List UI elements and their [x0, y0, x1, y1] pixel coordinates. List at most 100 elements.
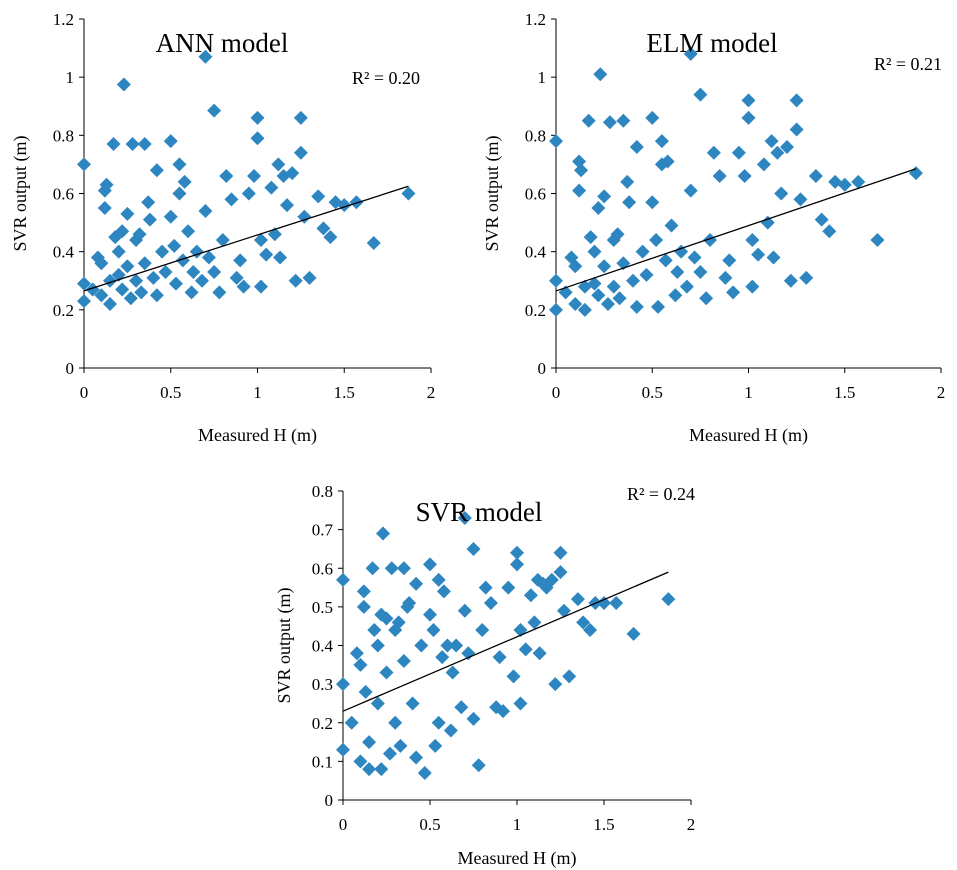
y-tick-label: 0.4	[312, 637, 334, 656]
data-point	[129, 273, 144, 288]
data-point	[654, 134, 669, 149]
data-point	[431, 715, 446, 730]
y-tick-label: 0.6	[525, 185, 546, 204]
data-point	[687, 250, 702, 265]
data-point	[353, 657, 368, 672]
x-tick-label: 1	[744, 383, 753, 402]
data-point	[760, 215, 775, 230]
data-point	[492, 650, 507, 665]
x-axis-title: Measured H (m)	[458, 848, 577, 869]
data-point	[194, 273, 209, 288]
data-point	[568, 297, 583, 312]
chart-title: SVR model	[416, 497, 543, 527]
data-point	[316, 221, 331, 236]
data-point	[401, 186, 416, 201]
data-point	[837, 177, 852, 192]
data-point	[518, 642, 533, 657]
r-squared-label: R² = 0.20	[352, 68, 420, 88]
data-point	[649, 233, 664, 248]
data-point	[756, 157, 771, 172]
y-tick-label: 0.7	[312, 521, 334, 540]
data-point	[683, 46, 698, 61]
trendline	[555, 168, 917, 292]
data-point	[699, 291, 714, 306]
data-point	[271, 157, 286, 172]
data-point	[597, 596, 611, 611]
data-point	[85, 282, 100, 297]
x-tick-label: 0	[552, 383, 561, 402]
data-point	[449, 638, 464, 653]
data-point	[233, 253, 248, 268]
data-point	[602, 115, 617, 130]
data-point	[475, 623, 490, 638]
data-point	[658, 253, 673, 268]
data-point	[163, 209, 178, 224]
y-tick-label: 1.2	[525, 10, 546, 29]
data-point	[609, 596, 624, 611]
data-point	[382, 746, 397, 761]
data-point	[396, 653, 411, 668]
data-point	[374, 762, 389, 777]
data-point	[693, 265, 708, 280]
r-squared-label: R² = 0.24	[627, 484, 695, 504]
chart-elm: 0 0.2 0.4 0.6 0.8 1 1.2 0 0.5 1 1.5 2 ELM model R² = …	[482, 10, 945, 446]
data-point	[393, 738, 408, 753]
data-point	[466, 711, 481, 726]
data-point	[908, 166, 923, 181]
data-point	[556, 603, 571, 618]
y-tick-label: 0.6	[312, 559, 333, 578]
data-point	[384, 561, 399, 576]
data-point	[766, 250, 781, 265]
data-point	[236, 279, 251, 294]
data-point	[423, 607, 437, 622]
data-point	[780, 139, 794, 154]
data-point	[362, 735, 377, 750]
data-point	[120, 259, 135, 274]
data-point	[722, 253, 737, 268]
data-point	[279, 198, 294, 213]
data-point	[229, 270, 244, 285]
data-point	[198, 49, 213, 64]
data-point	[167, 238, 182, 253]
data-point	[370, 696, 385, 711]
data-point	[620, 174, 635, 189]
data-point	[259, 247, 274, 262]
data-point	[163, 134, 178, 149]
data-point	[247, 169, 262, 184]
data-point	[574, 163, 589, 178]
data-point	[513, 696, 528, 711]
data-point	[111, 244, 126, 259]
data-point	[664, 218, 679, 233]
data-point	[94, 256, 109, 271]
data-point	[587, 244, 602, 259]
data-point	[115, 224, 130, 239]
data-point	[645, 195, 660, 210]
data-point	[770, 145, 785, 160]
trendline	[83, 185, 409, 292]
chart-ann: 0 0.2 0.4 0.6 0.8 1 1.2 0 0.5 1 1.5 2 ANN model R² = …	[10, 10, 435, 446]
data-point	[356, 584, 371, 599]
data-point	[436, 584, 451, 599]
y-axis-title: SVR output (m)	[482, 135, 503, 251]
data-point	[577, 302, 592, 317]
data-point	[591, 201, 606, 216]
data-point	[297, 209, 312, 224]
y-tick-label: 0.4	[525, 243, 547, 262]
y-tick-label: 0.4	[53, 243, 75, 262]
data-point	[457, 603, 472, 618]
data-point	[568, 259, 583, 274]
data-point	[379, 611, 394, 626]
data-point	[149, 288, 164, 303]
data-point	[94, 288, 109, 303]
data-point	[674, 244, 689, 259]
y-tick-label: 1.2	[53, 10, 74, 29]
data-point	[142, 212, 157, 227]
data-point	[224, 192, 239, 207]
data-point	[745, 233, 760, 248]
x-tick-label: 0.5	[642, 383, 663, 402]
data-point	[388, 715, 403, 730]
data-point	[851, 174, 866, 189]
data-point	[789, 93, 804, 108]
data-point	[175, 253, 190, 268]
data-point	[264, 180, 279, 195]
